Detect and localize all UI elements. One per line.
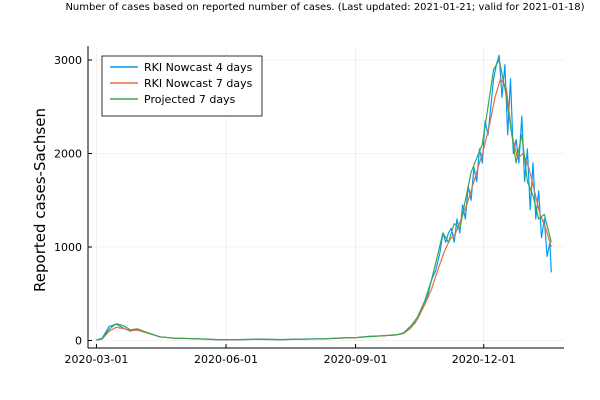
y-tick-label: 2000 bbox=[54, 148, 82, 161]
legend-label: Projected 7 days bbox=[144, 93, 236, 106]
x-tick-label: 2020-03-01 bbox=[64, 353, 128, 366]
y-axis-label: Reported cases-Sachsen bbox=[31, 108, 49, 292]
y-tick-label: 0 bbox=[75, 335, 82, 348]
series-line-2 bbox=[96, 78, 552, 341]
x-tick-label: 2020-12-01 bbox=[452, 353, 516, 366]
legend-label: RKI Nowcast 7 days bbox=[144, 77, 253, 90]
axes: 2020-03-01 2020-06-01 2020-09-01 2020-12-01… bbox=[54, 46, 564, 366]
x-tick-label: 2020-06-01 bbox=[194, 353, 258, 366]
legend-label: RKI Nowcast 4 days bbox=[144, 61, 253, 74]
y-tick-label: 1000 bbox=[54, 241, 82, 254]
series-line-3 bbox=[96, 59, 552, 341]
x-tick-label: 2020-09-01 bbox=[324, 353, 388, 366]
y-tick-label: 3000 bbox=[54, 54, 82, 67]
chart-title: Number of cases based on reported number… bbox=[65, 2, 584, 13]
series-layer bbox=[96, 54, 552, 341]
legend: RKI Nowcast 4 days RKI Nowcast 7 days Proj… bbox=[101, 55, 263, 117]
legend-box bbox=[101, 55, 263, 117]
